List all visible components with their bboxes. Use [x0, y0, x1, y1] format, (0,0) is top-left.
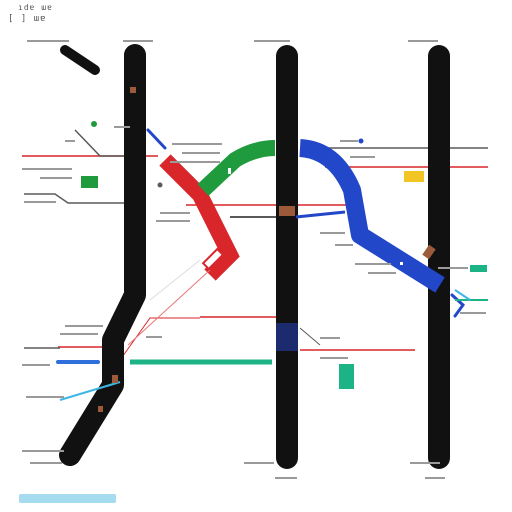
label-mark [408, 40, 438, 42]
label-mark [438, 267, 468, 269]
black-line-west-tail [60, 45, 100, 75]
label-mark [65, 325, 103, 327]
label-mark [340, 140, 358, 142]
grey-line-6 [299, 327, 321, 346]
interchange-box-red [201, 247, 225, 271]
red-main-line [159, 154, 240, 281]
legend-bar-icon [19, 494, 116, 503]
label-mark [30, 462, 62, 464]
tag-teal [339, 364, 354, 389]
label-mark [320, 232, 345, 234]
station-marker [400, 262, 403, 265]
label-mark [254, 40, 290, 42]
label-mark [410, 462, 440, 464]
interchange-box-brown [279, 206, 295, 216]
label-mark [60, 333, 98, 335]
label-mark [170, 161, 220, 163]
blue-east-hook [450, 293, 466, 318]
pin-marker-icon [157, 182, 163, 188]
label-mark [244, 462, 274, 464]
label-mark [425, 477, 445, 479]
green-main-line [197, 140, 276, 196]
cyan-west-line [59, 381, 121, 401]
red-thin-branch [119, 317, 200, 361]
label-mark [22, 450, 64, 452]
label-mark [65, 140, 75, 142]
blue-thin-line [295, 210, 346, 219]
tag-teal-east [470, 265, 487, 272]
header-text: ıdɐ ɯɐ [18, 3, 53, 12]
label-mark [182, 152, 220, 154]
tag-yellow [404, 171, 424, 182]
interchange-central [276, 323, 298, 351]
grey-line-1 [74, 129, 130, 157]
header-corner: [ ] ɯɐ [8, 14, 47, 24]
station-marker [130, 87, 136, 93]
red-main-connector [127, 269, 211, 346]
label-mark [335, 244, 353, 246]
label-mark [26, 396, 64, 398]
cyan-east-stub [454, 289, 471, 301]
label-mark [172, 143, 222, 145]
label-mark [160, 212, 190, 214]
label-mark [275, 477, 297, 479]
blue-main-line [298, 139, 445, 293]
label-mark [350, 156, 375, 158]
label-mark [355, 263, 391, 265]
label-mark [460, 312, 486, 314]
label-mark [22, 364, 50, 366]
label-mark [320, 337, 340, 339]
tag-green [81, 176, 98, 188]
grey-line-3 [24, 193, 128, 204]
label-mark [156, 220, 190, 222]
blue-small-arc [146, 128, 167, 150]
pin-marker-icon [91, 121, 97, 127]
label-mark [40, 177, 72, 179]
station-marker [422, 244, 436, 260]
label-mark [27, 40, 69, 42]
label-mark [368, 272, 396, 274]
red-main-connector-2 [149, 259, 201, 301]
label-mark [24, 201, 56, 203]
label-mark [123, 40, 153, 42]
station-marker [98, 406, 103, 412]
label-mark [320, 357, 348, 359]
label-mark [22, 168, 72, 170]
label-mark [146, 336, 162, 338]
pin-marker-icon [358, 138, 364, 144]
station-marker [112, 375, 118, 383]
label-mark [114, 126, 130, 128]
station-marker [228, 168, 231, 174]
